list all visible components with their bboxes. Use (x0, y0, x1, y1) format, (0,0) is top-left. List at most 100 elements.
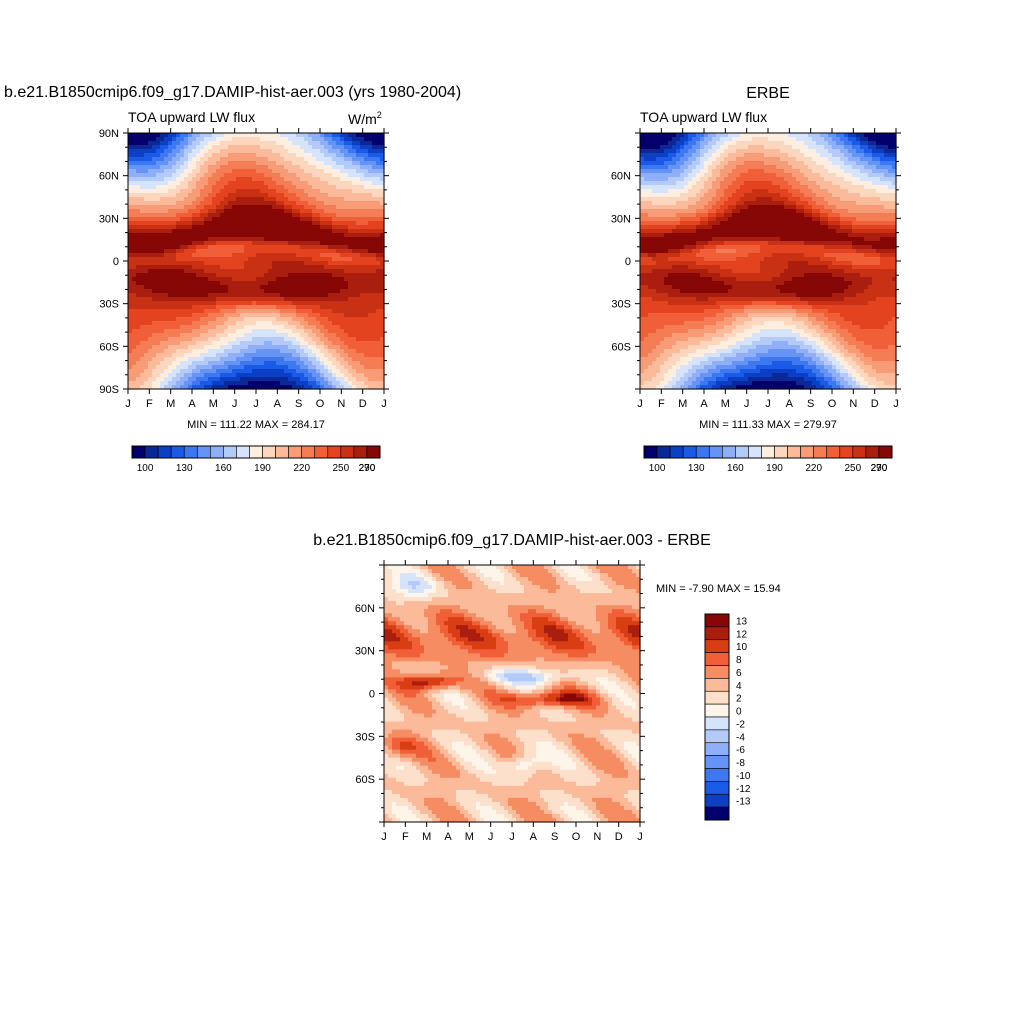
heat-cell (204, 301, 209, 306)
heat-cell (748, 145, 753, 150)
heat-cell (276, 357, 281, 362)
heat-cell (168, 369, 173, 374)
heat-cell (648, 181, 653, 186)
heat-cell (800, 149, 805, 154)
heat-cell (744, 173, 749, 178)
heat-cell (316, 329, 321, 334)
heat-cell (236, 345, 241, 350)
heat-cell (280, 205, 285, 210)
heat-cell (220, 337, 225, 342)
heat-cell (752, 165, 757, 170)
heat-cell (244, 317, 249, 322)
heat-cell (828, 165, 833, 170)
heat-cell (284, 333, 289, 338)
heat-cell (324, 221, 329, 226)
heat-cell (836, 137, 841, 142)
heat-cell (216, 141, 221, 146)
heat-cell (308, 185, 313, 190)
heat-cell (776, 153, 781, 158)
heat-cell (188, 241, 193, 246)
heat-cell (256, 297, 261, 302)
heat-cell (184, 233, 189, 238)
heat-cell (188, 309, 193, 314)
heat-cell (240, 265, 245, 270)
heat-cell (216, 333, 221, 338)
heat-cell (212, 233, 217, 238)
heat-cell (352, 269, 357, 274)
heat-cell (156, 141, 161, 146)
heat-cell (288, 277, 293, 282)
heat-cell (148, 365, 153, 370)
heat-cell (252, 197, 257, 202)
heat-cell (152, 193, 157, 198)
heat-cell (168, 277, 173, 282)
heat-cell (260, 253, 265, 258)
heat-cell (276, 253, 281, 258)
heat-cell (152, 177, 157, 182)
heat-cell (252, 257, 257, 262)
heat-cell (332, 245, 337, 250)
heat-cell (224, 265, 229, 270)
heat-cell (172, 377, 177, 382)
heat-cell (756, 161, 761, 166)
heat-cell (204, 137, 209, 142)
heat-cell (352, 233, 357, 238)
heat-cell (212, 213, 217, 218)
heat-cell (380, 169, 385, 174)
heat-cell (336, 353, 341, 358)
heat-cell (308, 149, 313, 154)
heat-cell (224, 201, 229, 206)
heat-cell (220, 157, 225, 162)
heat-cell (328, 177, 333, 182)
heat-cell (220, 189, 225, 194)
heat-cell (320, 165, 325, 170)
heat-cell (252, 365, 257, 370)
heat-cell (164, 337, 169, 342)
heat-cell (272, 213, 277, 218)
heat-cell (348, 193, 353, 198)
heat-cell (684, 145, 689, 150)
heat-cell (264, 181, 269, 186)
colorbar-swatch (262, 445, 276, 459)
heat-cell (148, 329, 153, 334)
heat-cell (292, 189, 297, 194)
heat-cell (224, 177, 229, 182)
heat-cell (780, 137, 785, 142)
heat-cell (224, 173, 229, 178)
heat-cell (260, 233, 265, 238)
heat-cell (176, 345, 181, 350)
heat-cell (212, 165, 217, 170)
heat-cell (220, 197, 225, 202)
heat-cell (208, 369, 213, 374)
heat-cell (220, 217, 225, 222)
heat-cell (188, 341, 193, 346)
heat-cell (212, 245, 217, 250)
heat-cell (272, 209, 277, 214)
heat-cell (740, 177, 745, 182)
heat-cell (156, 297, 161, 302)
heat-cell (372, 265, 377, 270)
heat-cell (372, 185, 377, 190)
heat-cell (324, 157, 329, 162)
heat-cell (248, 217, 253, 222)
heat-cell (256, 377, 261, 382)
heat-cell (656, 145, 661, 150)
heat-cell (248, 257, 253, 262)
heat-cell (252, 321, 257, 326)
heat-cell (840, 141, 845, 146)
heat-cell (220, 349, 225, 354)
heat-cell (728, 137, 733, 142)
heat-cell (232, 253, 237, 258)
heat-cell (148, 177, 153, 182)
heat-cell (232, 289, 237, 294)
heat-cell (280, 257, 285, 262)
heat-cell (164, 321, 169, 326)
heat-cell (260, 241, 265, 246)
heat-cell (288, 237, 293, 242)
heat-cell (304, 181, 309, 186)
heat-cell (644, 141, 649, 146)
heat-cell (232, 225, 237, 230)
heat-cell (340, 213, 345, 218)
heat-cell (328, 281, 333, 286)
heat-cell (304, 373, 309, 378)
